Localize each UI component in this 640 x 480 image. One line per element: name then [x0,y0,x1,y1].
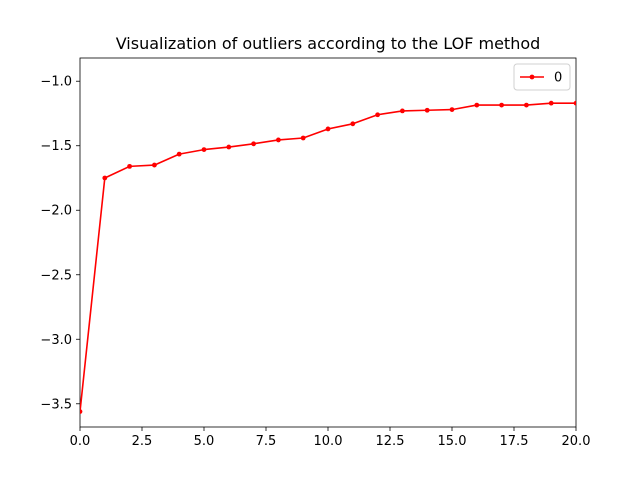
data-point [276,137,281,143]
data-point [201,147,207,153]
legend-label: 0 [554,71,562,86]
y-tick-label: −2.5 [40,268,72,283]
plot-area [79,57,577,428]
data-point [573,100,576,106]
x-tick-label: 10.0 [314,434,343,449]
legend-marker [529,74,535,80]
y-tick-label: −3.0 [40,333,72,348]
data-point [226,144,232,150]
data-point [80,409,83,414]
x-tick-label: 2.5 [132,434,153,449]
y-tick-label: −1.5 [40,139,72,154]
data-point [449,107,455,113]
legend: 0 [513,63,571,91]
data-point [102,175,108,181]
data-point [251,141,256,147]
data-point [300,135,306,141]
series-line-0 [80,102,576,412]
data-point [152,162,157,168]
data-point [474,102,480,108]
data-point [499,102,504,108]
data-point [375,112,380,118]
x-tick-label: 7.5 [256,434,277,449]
y-tick-label: −1.0 [40,75,72,90]
x-axis: 0.0 2.5 5.0 7.5 10.0 12.5 15.0 17.5 20.0 [70,427,591,449]
x-tick-label: 12.5 [376,434,405,449]
x-tick-label: 0.0 [70,434,91,449]
data-point [325,126,331,132]
y-tick-label: −2.0 [40,204,72,219]
series-layer [80,100,576,414]
plot-frame [79,57,577,428]
x-tick-label: 15.0 [438,434,467,449]
data-point [548,100,554,106]
data-point [176,151,182,157]
data-point [127,163,132,169]
x-tick-label: 20.0 [562,434,591,449]
y-axis: −3.5 −3.0 −2.5 −2.0 −1.5 −1.0 [40,75,80,412]
chart-title: Visualization of outliers according to t… [116,34,541,53]
data-point [524,102,529,108]
x-tick-label: 5.0 [194,434,215,449]
x-tick-label: 17.5 [500,434,529,449]
data-point [400,108,405,114]
data-point [424,107,430,113]
data-point [350,121,356,127]
y-tick-label: −3.5 [40,397,72,412]
